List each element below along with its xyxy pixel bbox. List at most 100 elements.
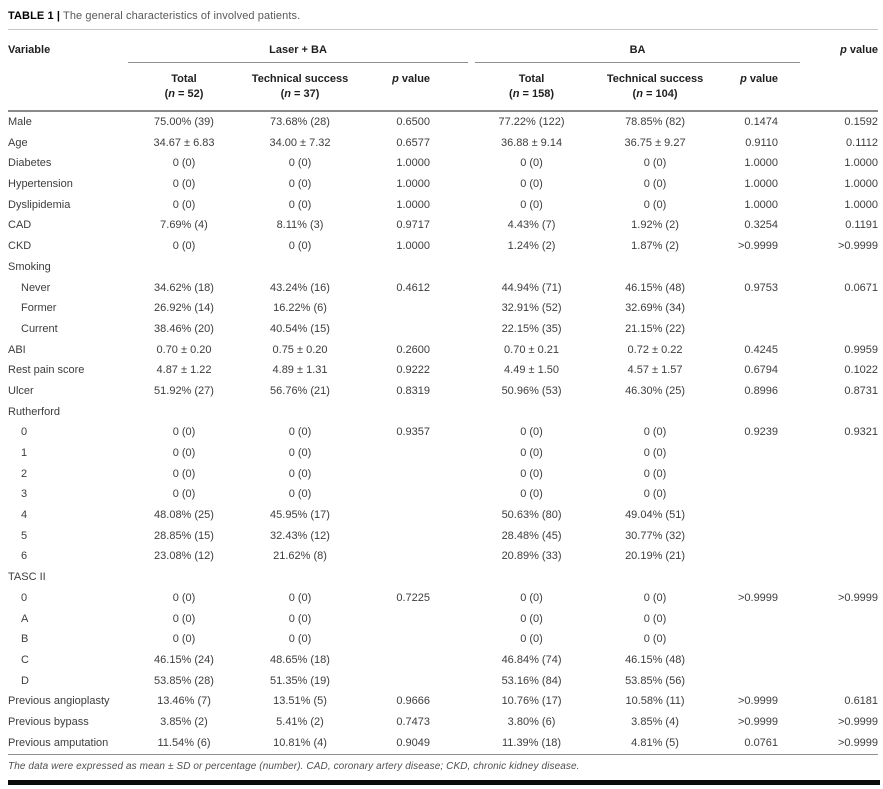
header-sub-row: Total (n = 52) Technical success (n = 37… (8, 63, 878, 111)
table-row: B 0 (0) 0 (0) 0 (0) 0 (0) (8, 629, 878, 650)
footnote-rule (8, 754, 878, 755)
row-cell: 0 (0) (172, 447, 196, 460)
row-label: 5 (21, 529, 28, 542)
row-cell (360, 463, 468, 484)
row-cell: 0 (0) (288, 240, 312, 253)
row-cell (715, 608, 800, 629)
row-cell: 21.15% (22) (625, 322, 685, 335)
row-cell: 0.8996 (744, 384, 779, 397)
row-cell (128, 257, 240, 278)
row-cell: 0 (0) (643, 157, 667, 170)
row-label: Previous amputation (8, 736, 109, 749)
row-cell (715, 463, 800, 484)
caption-text: The general characteristics of involved … (60, 10, 301, 22)
row-cell: 0.9717 (396, 219, 431, 232)
row-cell: 0 (0) (520, 426, 543, 439)
row-cell: 46.30% (25) (625, 384, 685, 397)
p-ba-italic: p (740, 73, 747, 85)
row-cell (715, 298, 800, 319)
row-label: ABI (8, 343, 26, 356)
row-label: 3 (21, 488, 28, 501)
row-label: Current (21, 322, 58, 335)
row-cell: >0.9999 (837, 715, 879, 728)
row-cell: 40.54% (15) (270, 322, 330, 335)
header-group-row: Variable Laser + BA BA p value (8, 30, 878, 63)
row-cell: 0 (0) (172, 198, 196, 211)
row-label: A (21, 612, 29, 625)
row-label: CAD (8, 219, 32, 232)
row-cell (360, 257, 468, 278)
row-cell (595, 567, 715, 588)
row-cell: 4.43% (7) (507, 219, 556, 232)
table-row: Age 34.67 ± 6.83 34.00 ± 7.32 0.6577 36.… (8, 132, 878, 153)
row-cell: 0 (0) (172, 612, 196, 625)
row-cell: 0 (0) (172, 591, 196, 604)
row-cell (360, 484, 468, 505)
row-cell: 1.0000 (396, 157, 431, 170)
row-cell (595, 257, 715, 278)
row-cell: 46.15% (48) (625, 281, 685, 294)
column-header-p-value-overall: p value (800, 30, 878, 111)
row-cell: 78.85% (82) (595, 109, 716, 133)
table-row: 5 28.85% (15) 32.43% (12) 28.48% (45) 30… (8, 525, 878, 546)
row-label: TASC II (8, 571, 46, 584)
row-label: 1 (21, 447, 28, 460)
column-header-p-value-laser: p value (360, 63, 468, 111)
row-label: Smoking (8, 260, 51, 273)
row-cell: 0.9959 (844, 343, 879, 356)
footnote: The data were expressed as mean ± SD or … (8, 761, 580, 772)
row-cell: 53.16% (84) (501, 674, 562, 687)
row-cell (360, 650, 468, 671)
row-cell: 4.81% (5) (631, 736, 679, 749)
row-label: Previous bypass (8, 715, 89, 728)
row-cell: 28.48% (45) (501, 529, 562, 542)
row-cell: 1.0000 (396, 198, 431, 211)
row-cell: 0 (0) (288, 178, 312, 191)
row-cell (128, 567, 240, 588)
row-cell: 0.75 ± 0.20 (272, 343, 328, 356)
row-cell: 53.85% (28) (154, 674, 214, 687)
row-cell: 0 (0) (520, 591, 543, 604)
row-cell: 20.89% (33) (501, 550, 562, 563)
row-cell: 0 (0) (172, 426, 196, 439)
group-laser-ba-label: Laser + BA (128, 44, 469, 63)
row-cell: 0 (0) (172, 240, 196, 253)
row-label: Dyslipidemia (8, 198, 71, 211)
row-cell: 48.08% (25) (154, 509, 214, 522)
row-cell (800, 567, 878, 588)
table-row: CAD 7.69% (4) 8.11% (3) 0.9717 4.43% (7)… (8, 215, 878, 236)
row-cell: 73.68% (28) (240, 109, 360, 133)
row-cell: 26.92% (14) (154, 302, 214, 315)
row-label: C (21, 653, 29, 666)
table-row: Never 34.62% (18) 43.24% (16) 0.4612 44.… (8, 277, 878, 298)
row-cell (715, 629, 800, 650)
table-row: Male 75.00% (39) 73.68% (28) 0.6500 77.2… (8, 109, 879, 133)
row-cell: 51.35% (19) (270, 674, 330, 687)
row-cell: 0.4245 (744, 343, 779, 356)
row-label: Rutherford (8, 405, 60, 418)
row-cell: 10.58% (11) (625, 695, 685, 708)
row-cell (715, 401, 800, 422)
row-cell: 0.9753 (744, 281, 779, 294)
row-cell (800, 650, 878, 671)
p-ba-rest: value (746, 73, 779, 85)
row-cell: 0 (0) (288, 447, 312, 460)
row-cell: 34.00 ± 7.32 (269, 136, 331, 149)
row-label: 4 (21, 509, 28, 522)
row-cell: 13.51% (5) (273, 695, 327, 708)
row-cell: 0.6794 (744, 364, 779, 377)
row-cell: 36.75 ± 9.27 (624, 136, 686, 149)
row-cell: 4.89 ± 1.31 (272, 364, 328, 377)
row-label: 0 (21, 591, 28, 604)
p-laser-rest: value (398, 73, 431, 85)
row-cell: >0.9999 (837, 591, 879, 604)
row-label: Rest pain score (8, 364, 85, 377)
row-cell (360, 546, 468, 567)
row-cell: 0.0671 (844, 281, 879, 294)
row-label: B (21, 633, 29, 646)
row-cell: 46.84% (74) (501, 653, 562, 666)
row-cell: 36.88 ± 9.14 (500, 136, 563, 149)
row-cell (360, 670, 468, 691)
row-cell (800, 629, 878, 650)
